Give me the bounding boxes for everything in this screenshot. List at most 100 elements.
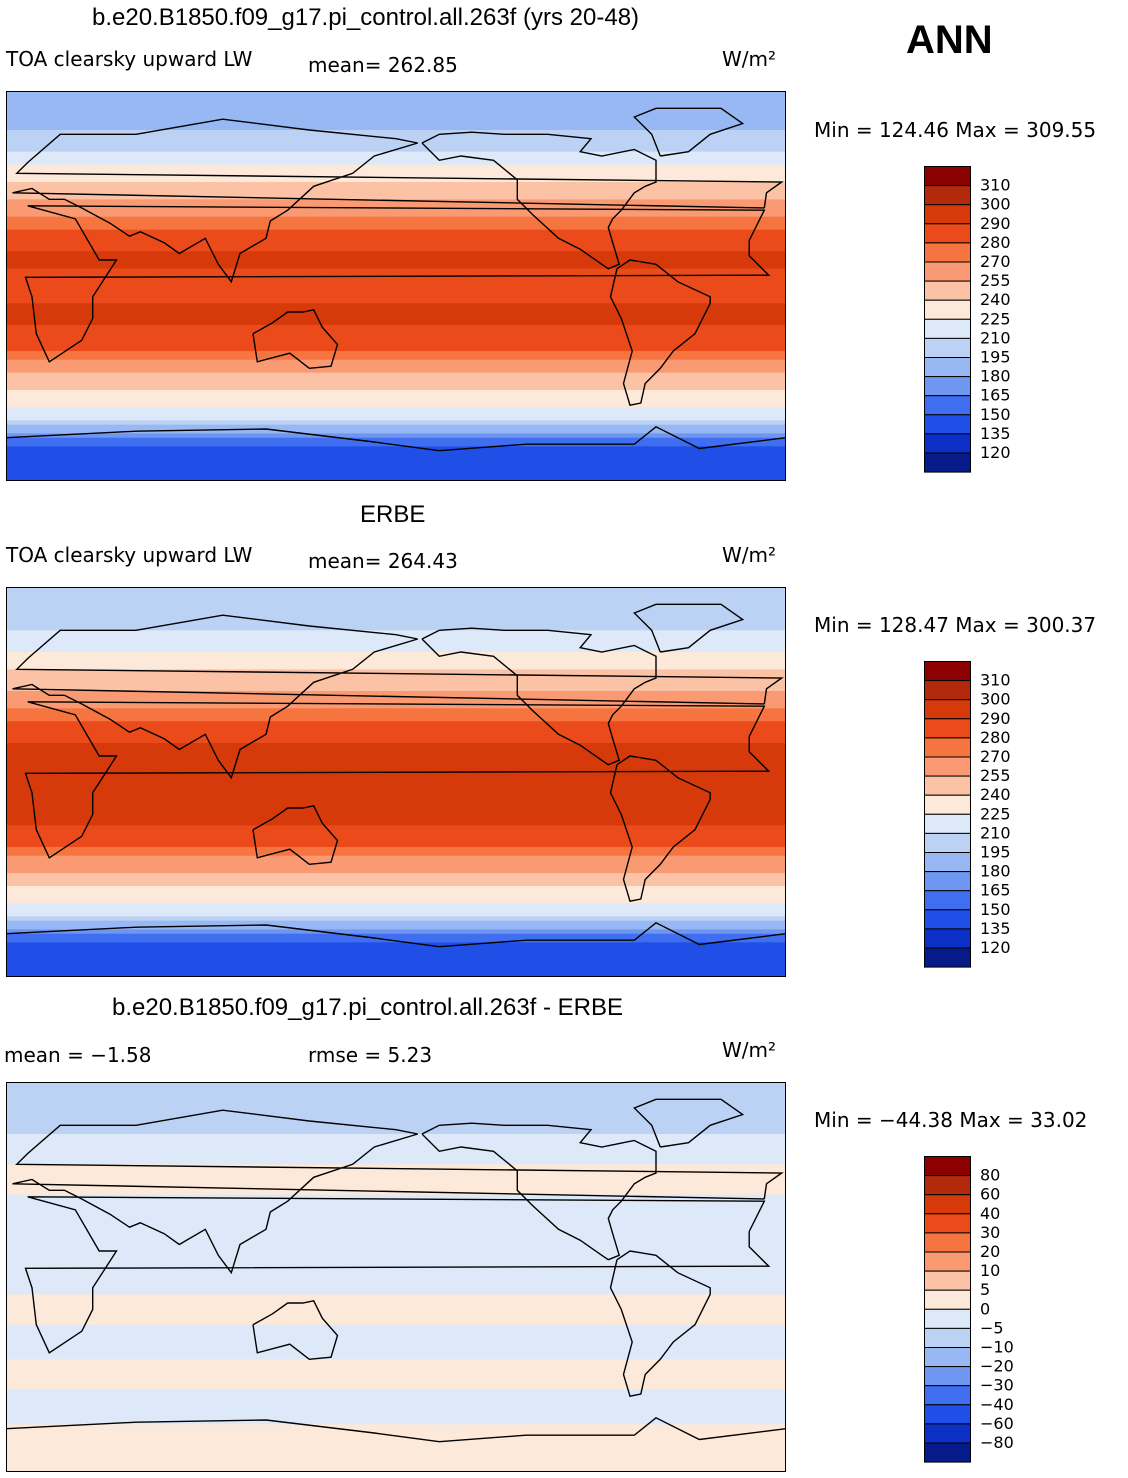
lat-band — [6, 730, 786, 735]
lat-band — [6, 242, 786, 248]
coastline — [24, 205, 771, 363]
lat-band — [6, 708, 786, 714]
lat-band — [6, 1173, 786, 1178]
lat-band — [6, 1112, 786, 1118]
colorbar-label: 195 — [980, 348, 1011, 367]
lat-band — [6, 346, 786, 352]
lat-band — [6, 695, 786, 701]
colorbar-label: 165 — [980, 881, 1011, 900]
lat-band — [6, 1125, 786, 1131]
lat-band — [6, 1298, 786, 1304]
lat-band — [6, 299, 786, 304]
lat-band — [6, 1463, 786, 1469]
lat-band — [6, 847, 786, 852]
colorbar-box — [924, 775, 971, 796]
lat-band — [6, 364, 786, 369]
panel1-title: b.e20.B1850.f09_g17.pi_control.all.263f … — [92, 4, 640, 31]
lat-band — [6, 1467, 786, 1472]
lat-band — [6, 1259, 786, 1265]
lat-band — [6, 472, 786, 478]
lat-band — [6, 1428, 786, 1434]
colorbar-box — [924, 1175, 971, 1196]
season-label: ANN — [906, 18, 993, 62]
colorbar-box — [924, 680, 971, 701]
lat-band — [6, 151, 786, 157]
lat-band — [6, 1324, 786, 1330]
lat-band — [6, 1415, 786, 1421]
lat-band — [6, 808, 786, 813]
lat-band — [6, 1311, 786, 1317]
lat-band — [6, 459, 786, 465]
lat-band — [6, 234, 786, 239]
lat-band — [6, 1290, 786, 1295]
colorbar-label: 270 — [980, 747, 1011, 766]
lat-band — [6, 450, 786, 456]
lat-band — [6, 782, 786, 787]
lat-band — [6, 1181, 786, 1187]
lat-band — [6, 591, 786, 597]
lat-band — [6, 738, 786, 744]
colorbar-box — [924, 185, 971, 206]
lat-band — [6, 1303, 786, 1308]
lat-band — [6, 1316, 786, 1321]
colorbar-box — [924, 280, 971, 301]
lat-band — [6, 1220, 786, 1226]
lat-band — [6, 886, 786, 891]
lat-band — [6, 1160, 786, 1165]
lat-band — [6, 290, 786, 296]
lat-band — [6, 1251, 786, 1256]
lat-band — [6, 626, 786, 631]
panel2-units: W/m² — [722, 543, 777, 567]
lat-band — [6, 312, 786, 317]
lat-band — [6, 411, 786, 417]
coastline — [12, 118, 784, 284]
colorbar-box — [924, 737, 971, 758]
lat-band — [6, 652, 786, 657]
colorbar-label: 120 — [980, 443, 1011, 462]
lat-band — [6, 721, 786, 727]
lat-band — [6, 747, 786, 753]
lat-band — [6, 381, 786, 387]
colorbar-box — [924, 204, 971, 225]
colorbar-label: −40 — [980, 1395, 1014, 1414]
lat-band — [6, 639, 786, 644]
colorbar-label: 270 — [980, 252, 1011, 271]
lat-band — [6, 1459, 786, 1464]
panel3-units: W/m² — [722, 1038, 777, 1062]
panel1-mean: mean= 262.85 — [308, 53, 458, 77]
lat-band — [6, 1337, 786, 1343]
lat-band — [6, 899, 786, 904]
lat-band — [6, 855, 786, 861]
lat-band — [6, 1394, 786, 1399]
colorbar-box — [924, 1289, 971, 1310]
lat-band — [6, 946, 786, 952]
lat-band — [6, 1116, 786, 1122]
lat-band — [6, 325, 786, 330]
lat-band — [6, 320, 786, 326]
map-frame — [6, 1082, 786, 1472]
lat-band — [6, 303, 786, 309]
lat-band — [6, 669, 786, 675]
lat-band — [6, 91, 786, 96]
panel3-mean: mean = −1.58 — [4, 1043, 152, 1067]
lat-band — [6, 372, 786, 378]
colorbar-box — [924, 223, 971, 244]
colorbar-box — [924, 832, 971, 853]
lat-band — [6, 260, 786, 265]
colorbar-label: 60 — [980, 1185, 1000, 1204]
lat-band — [6, 1082, 786, 1087]
coastline — [609, 259, 711, 407]
lat-band — [6, 463, 786, 469]
colorbar-label: 210 — [980, 328, 1011, 347]
lat-band — [6, 764, 786, 770]
panel3-title: b.e20.B1850.f09_g17.pi_control.all.263f … — [112, 994, 624, 1021]
colorbar-label: −5 — [980, 1318, 1004, 1337]
colorbar-label: 255 — [980, 271, 1011, 290]
lat-band — [6, 890, 786, 896]
lat-band — [6, 125, 786, 131]
lat-band — [6, 99, 786, 105]
lat-band — [6, 138, 786, 144]
coastline — [633, 107, 745, 157]
lat-band — [6, 455, 786, 460]
lat-band — [6, 416, 786, 421]
